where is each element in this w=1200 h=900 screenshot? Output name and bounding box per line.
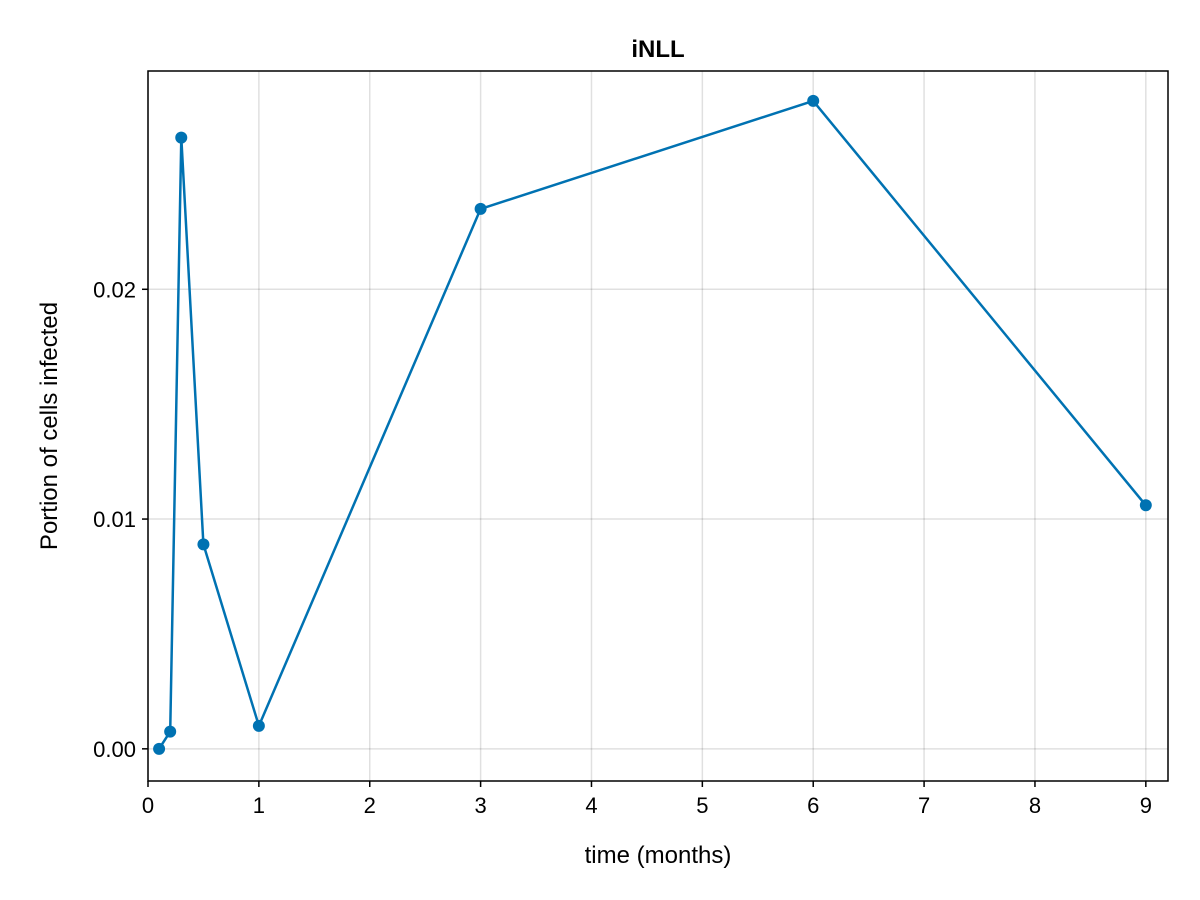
x-tick-label: 1 xyxy=(253,793,265,818)
x-tick-label: 2 xyxy=(364,793,376,818)
x-tick-label: 7 xyxy=(918,793,930,818)
x-axis-label: time (months) xyxy=(585,842,732,869)
x-tick-label: 9 xyxy=(1140,793,1152,818)
data-point xyxy=(474,202,487,215)
x-tick-label: 5 xyxy=(696,793,708,818)
grid-lines xyxy=(147,71,1168,781)
y-tick-label: 0.02 xyxy=(93,277,136,302)
axis-ticks: 0 1 2 3 4 5 6 7 8 9 0.00 0.01 0.02 xyxy=(93,277,1152,818)
chart-title: iNLL xyxy=(631,36,684,63)
x-tick-label: 0 xyxy=(142,793,154,818)
y-tick-label: 0.00 xyxy=(93,737,136,762)
data-point xyxy=(175,131,188,144)
x-tick-label: 8 xyxy=(1029,793,1041,818)
data-point xyxy=(807,94,820,107)
series-line xyxy=(158,99,1147,750)
data-point xyxy=(197,538,210,551)
data-point xyxy=(252,719,265,732)
data-point xyxy=(1139,499,1152,512)
data-point xyxy=(153,742,166,755)
x-tick-label: 3 xyxy=(474,793,486,818)
x-tick-label: 6 xyxy=(807,793,819,818)
x-tick-label: 4 xyxy=(585,793,597,818)
data-point xyxy=(164,725,177,738)
series-layer xyxy=(153,94,1152,755)
plot-frame xyxy=(147,70,1169,782)
y-tick-label: 0.01 xyxy=(93,507,136,532)
y-axis-label: Portion of cells infected xyxy=(36,302,63,550)
